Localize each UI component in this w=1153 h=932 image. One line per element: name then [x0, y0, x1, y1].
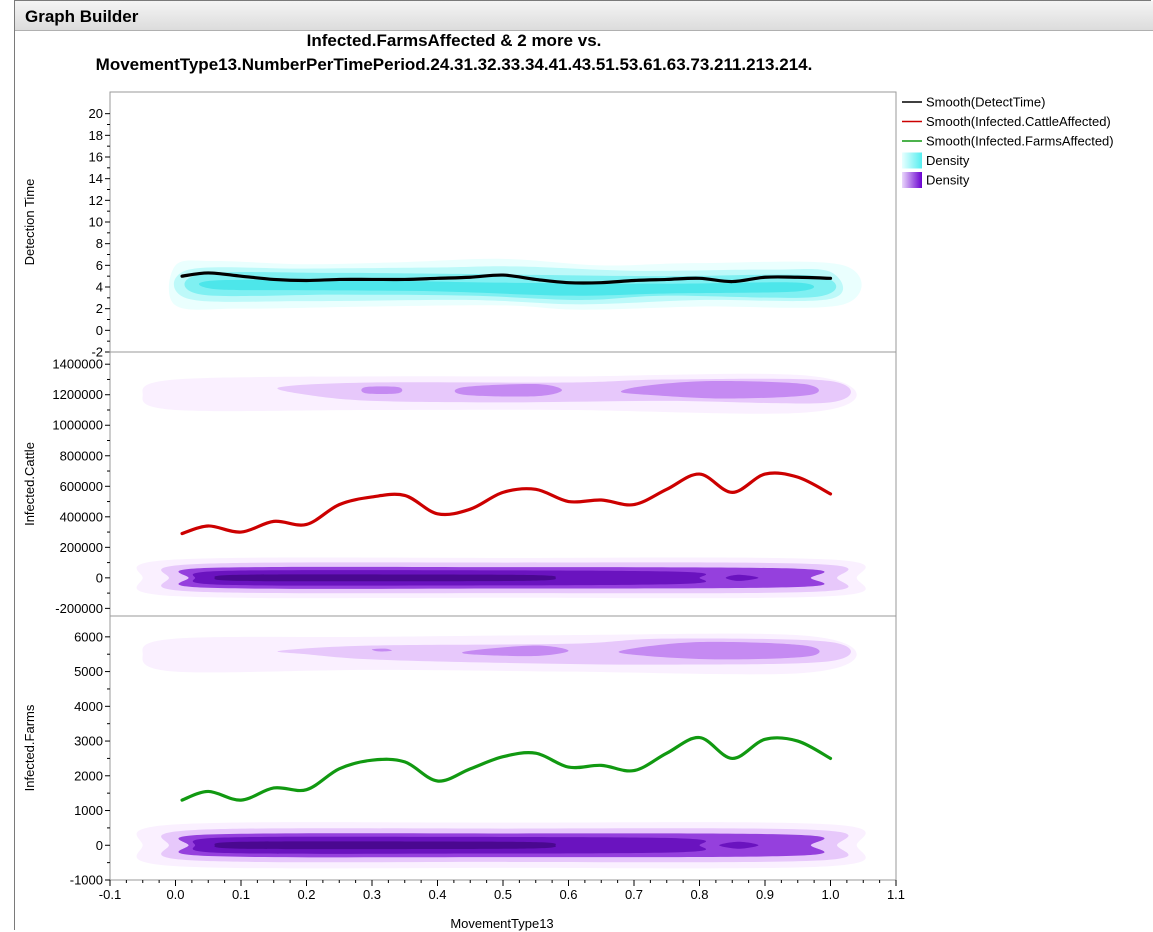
y-tick-label-0-7: 12: [89, 193, 103, 208]
panel-2-marks: [136, 633, 866, 869]
y-tick-label-1-3: 400000: [60, 509, 103, 524]
y-axis-label-1: Infected.Cattle: [22, 442, 37, 526]
y-tick-label-0-11: 20: [89, 106, 103, 121]
density-contour-2-4: [371, 648, 392, 652]
series-line-2-0: [180, 735, 833, 802]
legend-label-1: Smooth(Infected.CattleAffected): [926, 114, 1111, 129]
density-contour-1-3: [620, 380, 819, 399]
x-tick-label-12: 1.1: [887, 887, 905, 902]
panel-border-0: [109, 91, 897, 353]
y-tick-label-0-6: 10: [89, 215, 103, 230]
y-tick-label-0-1: 0: [96, 323, 103, 338]
panel-1: -200000 0 200000 400000 600000 800000 1000000 1…: [22, 351, 897, 617]
window-title: Graph Builder: [25, 7, 139, 26]
window-frame: [14, 0, 1151, 930]
x-tick-label-11: 1.0: [821, 887, 839, 902]
x-tick-label-4: 0.3: [363, 887, 381, 902]
legend-label-4: Density: [926, 173, 970, 188]
panel-2: -1000 0 1000 2000 3000 4000 5000 6000 Infected.F…: [22, 615, 897, 888]
y-tick-label-2-1: 0: [96, 838, 103, 853]
x-tick-label-6: 0.5: [494, 887, 512, 902]
y-tick-label-0-9: 16: [89, 150, 103, 165]
y-tick-label-1-1: 0: [96, 570, 103, 585]
series-line-1-0: [180, 471, 833, 536]
density-contour-1-9: [725, 574, 759, 581]
y-axis-label-2: Infected.Farms: [22, 704, 37, 791]
y-tick-label-2-3: 2000: [74, 768, 103, 783]
y-tick-label-2-7: 6000: [74, 629, 103, 644]
panel-1-marks: [136, 373, 866, 599]
density-contour-1-10: [214, 574, 556, 582]
panel-0: -2 0 2 4 6 8 10 12 14 16 18 20 Detection Time: [22, 91, 897, 360]
series-line-0-0: [180, 271, 833, 285]
y-tick-label-0-0: -2: [91, 345, 103, 360]
legend-swatch-3: [902, 152, 922, 169]
panel-0-marks: [168, 258, 862, 310]
density-contour-2-10: [214, 841, 556, 850]
y-tick-label-1-6: 1000000: [52, 418, 103, 433]
y-tick-label-1-5: 800000: [60, 448, 103, 463]
density-contour-1-2: [454, 383, 562, 397]
legend-swatch-4: [902, 172, 922, 188]
y-tick-label-0-10: 18: [89, 128, 103, 143]
legend-label-0: Smooth(DetectTime): [926, 95, 1045, 110]
y-tick-label-1-2: 200000: [60, 540, 103, 555]
y-axis-label-0: Detection Time: [22, 179, 37, 266]
y-tick-label-2-2: 1000: [74, 803, 103, 818]
chart-title-line-2: MovementType13.NumberPerTimePeriod.24.31…: [96, 55, 813, 74]
density-contour-1-4: [361, 386, 403, 394]
plot-area: -2 0 2 4 6 8 10 12 14 16 18 20 Detection Time -200000…: [22, 91, 905, 902]
y-tick-label-1-4: 600000: [60, 479, 103, 494]
x-tick-label-8: 0.7: [625, 887, 643, 902]
y-tick-label-0-3: 4: [96, 280, 103, 295]
x-tick-label-5: 0.4: [428, 887, 446, 902]
density-contour-0-3: [198, 279, 815, 296]
density-contour-2-9: [719, 841, 759, 849]
y-tick-label-2-6: 5000: [74, 664, 103, 679]
y-tick-label-2-0: -1000: [70, 873, 103, 888]
x-tick-label-2: 0.1: [232, 887, 250, 902]
x-tick-label-10: 0.9: [756, 887, 774, 902]
chart-title-line-1: Infected.FarmsAffected & 2 more vs.: [307, 31, 602, 50]
y-tick-label-0-4: 6: [96, 258, 103, 273]
density-contour-2-3: [618, 641, 820, 660]
legend: Smooth(DetectTime) Smooth(Infected.Cattle…: [902, 95, 1114, 188]
x-tick-label-3: 0.2: [297, 887, 315, 902]
x-tick-label-0: -0.1: [99, 887, 121, 902]
x-tick-label-9: 0.8: [690, 887, 708, 902]
x-tick-label-1: 0.0: [166, 887, 184, 902]
y-tick-label-2-4: 3000: [74, 734, 103, 749]
y-tick-label-1-7: 1200000: [52, 387, 103, 402]
graph-builder-header[interactable]: Graph Builder: [15, 1, 1153, 31]
y-tick-label-0-8: 14: [89, 171, 103, 186]
x-tick-label-7: 0.6: [559, 887, 577, 902]
y-tick-label-0-2: 2: [96, 301, 103, 316]
y-tick-label-1-8: 1400000: [52, 357, 103, 372]
y-tick-label-0-5: 8: [96, 236, 103, 251]
y-tick-label-1-0: -200000: [55, 601, 103, 616]
y-tick-label-2-5: 4000: [74, 699, 103, 714]
x-axis-label: MovementType13: [450, 916, 553, 931]
density-contour-2-2: [462, 645, 569, 657]
legend-label-3: Density: [926, 153, 970, 168]
legend-label-2: Smooth(Infected.FarmsAffected): [926, 134, 1114, 149]
